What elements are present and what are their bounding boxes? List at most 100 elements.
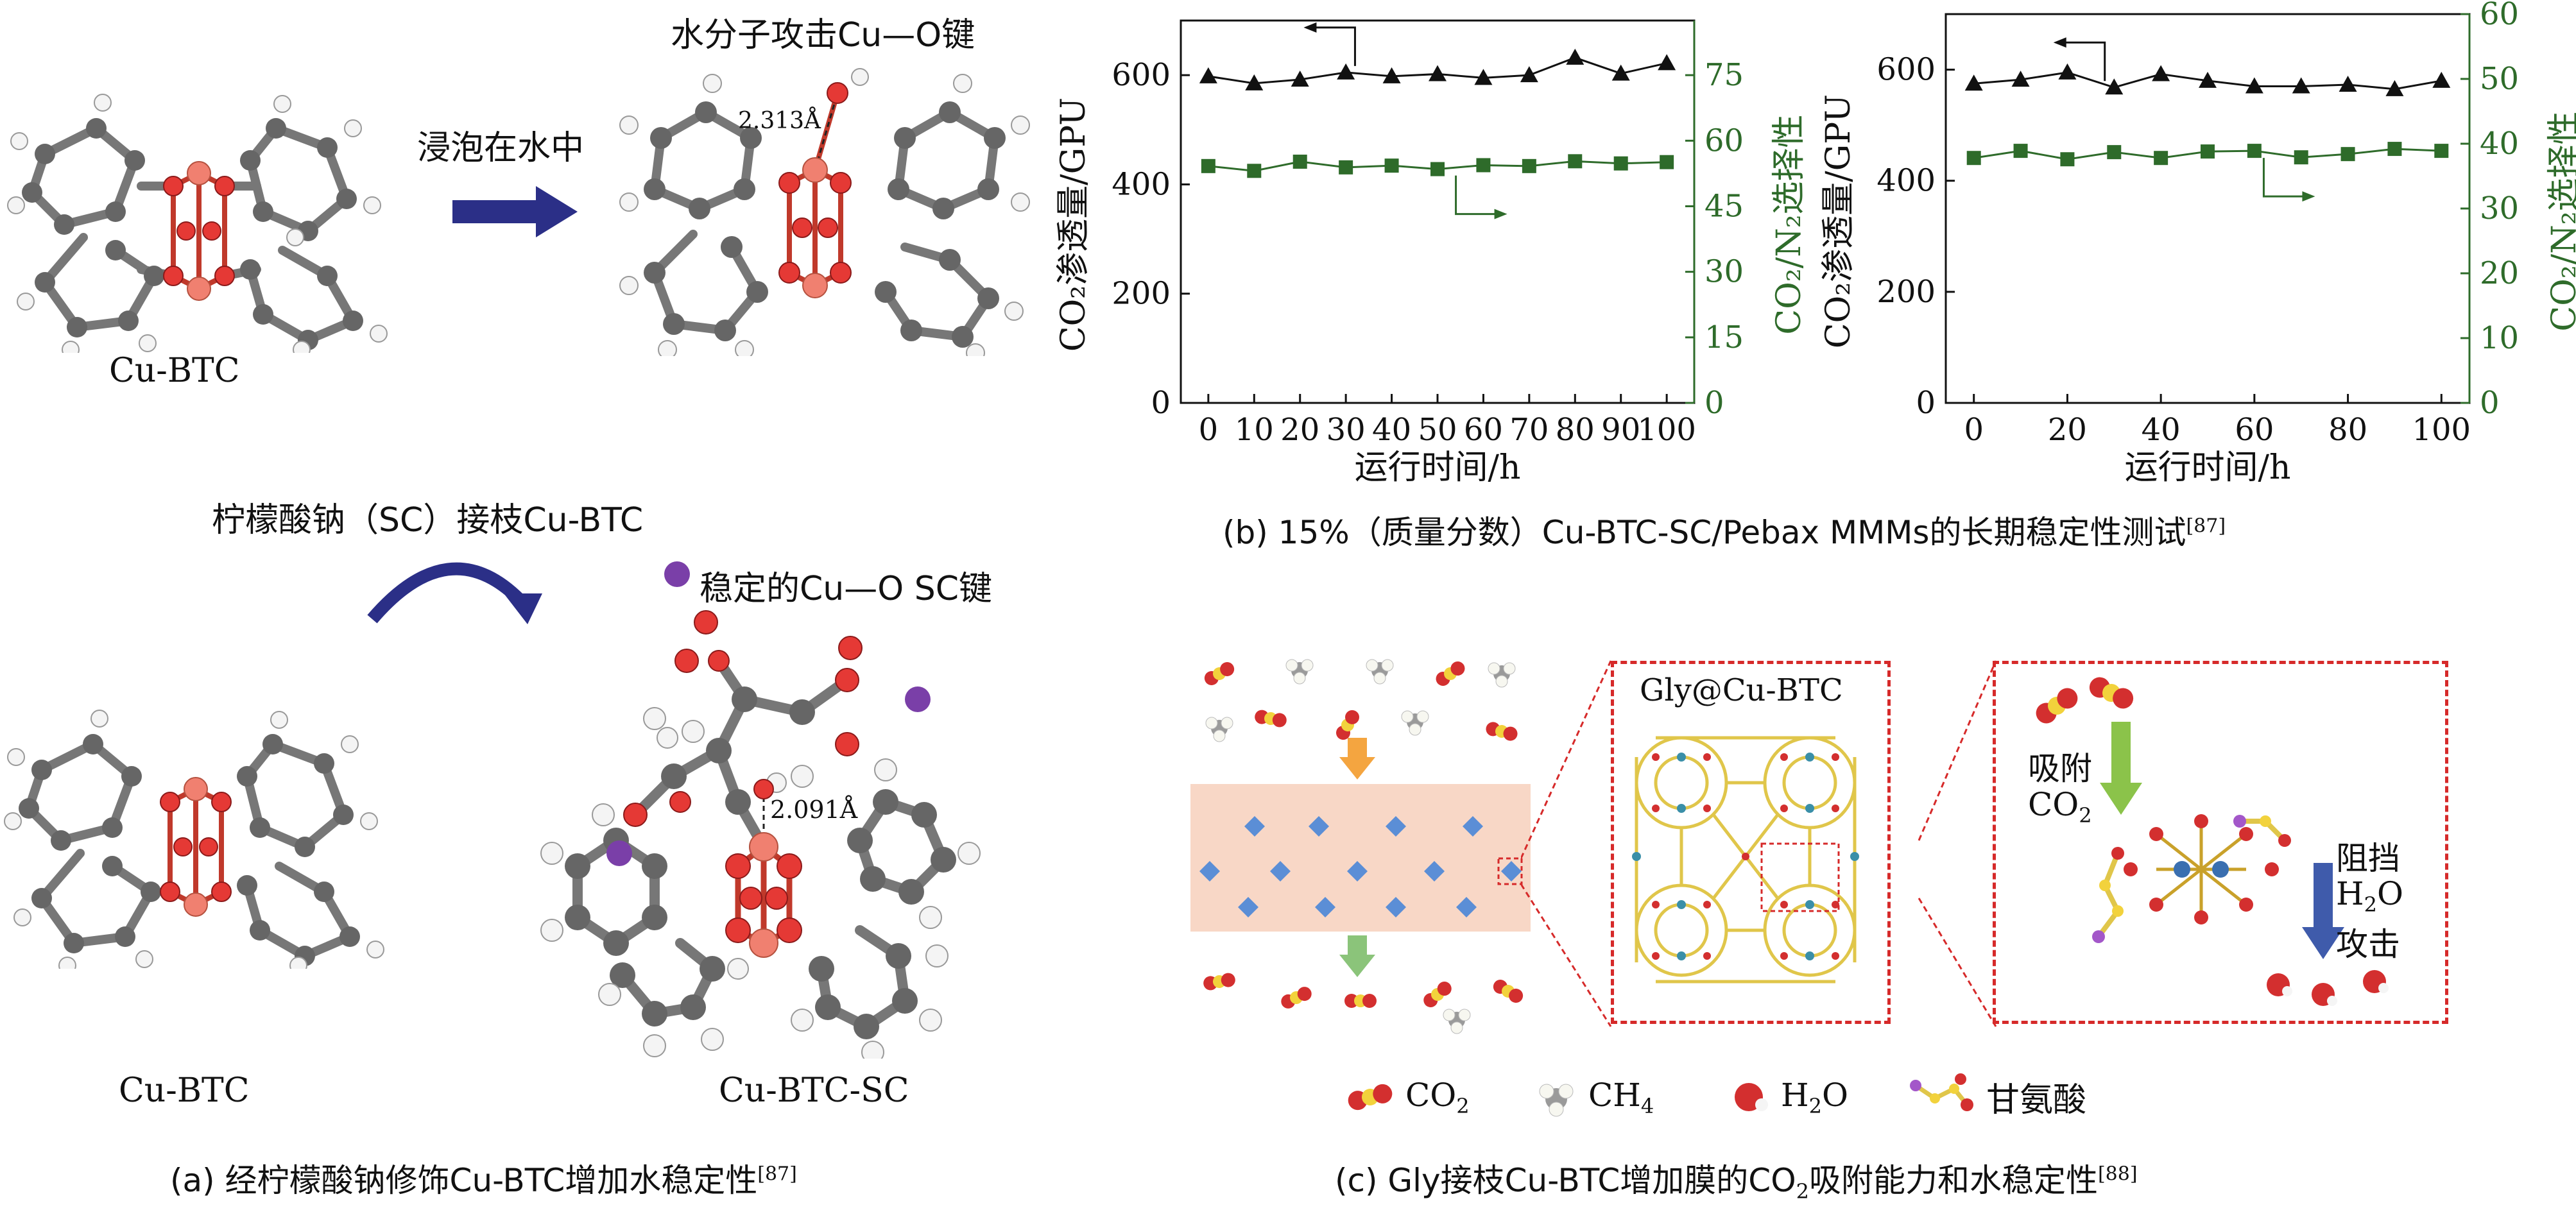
data-point-triangle (1337, 63, 1355, 80)
y-right-tick-label: 20 (2480, 255, 2519, 291)
right-axis-arrow (1455, 175, 1501, 216)
y-right-tick-label: 60 (2480, 0, 2519, 32)
data-point-triangle (1429, 65, 1447, 81)
y-left-tick-label: 200 (1112, 276, 1171, 312)
legend-co2: CO2 (1405, 1077, 1470, 1118)
x-tick-label: 20 (1280, 412, 1319, 448)
x-tick-label: 70 (1509, 412, 1549, 448)
label-cu-btc-bottom: Cu-BTC (119, 1071, 250, 1110)
y-right-axis-label: CO₂/N₂选择性 (1770, 114, 1808, 334)
chart-2: 0 20 40 60 80 10002004006000102030405060运行时间/… (1819, 0, 2576, 487)
data-point-triangle (2152, 65, 2170, 81)
data-point-triangle (1611, 64, 1630, 81)
data-point-square (1292, 155, 1307, 169)
y-left-tick-label: 0 (1916, 385, 1936, 421)
legend-ch4-icon (1539, 1084, 1574, 1117)
x-tick-label: 60 (2235, 412, 2274, 448)
y-left-tick-label: 200 (1876, 274, 1936, 310)
data-point-square (1430, 162, 1445, 176)
chart-1: 0 10 20 30 40 50 60 70 80 90100020040060001530456… (1054, 19, 1808, 487)
cu-btc-water-molecule (619, 68, 1030, 356)
data-point-triangle (1291, 70, 1309, 87)
block-arrow-icon (2302, 863, 2344, 959)
adsorb-label: 吸附 (2028, 750, 2092, 787)
x-tick-label: 0 (1199, 412, 1219, 448)
x-tick-label: 80 (1556, 412, 1595, 448)
framework-box (1611, 661, 1891, 1024)
graft-text: 柠檬酸钠（SC）接枝Cu-BTC (212, 501, 644, 540)
y-right-tick-label: 10 (2480, 320, 2519, 356)
bond-length-top: 2.313Å (738, 108, 821, 134)
y-left-axis-label: CO₂渗透量/GPU (1819, 94, 1858, 348)
data-point-triangle (2245, 77, 2263, 94)
data-point-triangle (2011, 71, 2030, 87)
y-left-axis-label: CO₂渗透量/GPU (1054, 98, 1093, 352)
panel-b-charts: 0 10 20 30 40 50 60 70 80 90100020040060001530456… (1054, 0, 2576, 487)
data-point-triangle (1382, 67, 1401, 83)
sc-bond-legend-dot (664, 561, 690, 587)
cu-btc-sc-molecule (540, 610, 981, 1059)
sc-bond-legend-text: 稳定的Cu—O SC键 (700, 570, 993, 608)
data-point-triangle (2105, 78, 2124, 95)
h2o-molecules (2267, 970, 2389, 1006)
data-point-square (2434, 144, 2449, 158)
cu-btc-molecule-top (7, 94, 388, 353)
membrane-fillers (1199, 816, 1523, 917)
y-right-tick-label: 75 (1704, 57, 1744, 93)
data-point-triangle (2199, 71, 2217, 88)
bond-length-bottom: 2.091Å (770, 796, 858, 824)
data-point-square (1660, 155, 1674, 169)
data-point-triangle (1199, 67, 1217, 83)
permeate-arrow-icon (1339, 935, 1375, 977)
x-tick-label: 100 (1637, 412, 1696, 448)
data-point-square (2060, 152, 2075, 167)
y-right-tick-label: 45 (1704, 188, 1744, 224)
data-point-triangle (1474, 69, 1493, 85)
caption-c: (c) Gly接枝Cu-BTC增加膜的CO2吸附能力和水稳定性[88] (1335, 1162, 2138, 1204)
right-axis-arrowhead (1494, 209, 1507, 219)
data-point-square (2154, 151, 2168, 166)
x-tick-label: 90 (1601, 412, 1640, 448)
gas-molecules (1203, 659, 1524, 1034)
x-axis-label: 运行时间/h (1354, 448, 1520, 487)
soak-in-water-text: 浸泡在水中 (417, 129, 585, 167)
zoom-lines (1521, 660, 1997, 1027)
y-right-axis-label: CO₂/N₂选择性 (2545, 111, 2576, 331)
legend-gly-icon (1910, 1073, 1973, 1111)
data-point-triangle (1658, 54, 1676, 71)
data-point-square (2201, 144, 2215, 159)
data-point-square (1476, 158, 1491, 173)
left-axis-arrow (2059, 41, 2106, 81)
x-tick-label: 40 (2142, 412, 2181, 448)
cu-btc-molecule-bottom (4, 710, 384, 969)
data-point-triangle (2058, 63, 2077, 80)
adsorb-gas-label: CO2 (2028, 786, 2092, 828)
caption-b: (b) 15%（质量分数）Cu-BTC-SC/Pebax MMMs的长期稳定性测… (1223, 514, 2226, 551)
data-point-square (2387, 142, 2402, 157)
framework-structure (1632, 736, 1859, 984)
y-left-tick-label: 400 (1112, 166, 1171, 202)
block-attack-label: 攻击 (2336, 926, 2400, 963)
y-right-tick-label: 50 (2480, 61, 2519, 97)
y-left-tick-label: 600 (1876, 52, 1936, 88)
block-label: 阻挡 (2336, 840, 2400, 877)
y-right-tick-label: 40 (2480, 126, 2519, 162)
zoom-box (1993, 661, 2448, 1024)
data-point-triangle (2292, 77, 2310, 94)
data-point-square (2340, 147, 2355, 162)
left-axis-arrowhead (1303, 22, 1317, 33)
feed-arrow-icon (1339, 738, 1375, 780)
data-point-triangle (2385, 80, 2404, 96)
x-tick-label: 30 (1327, 412, 1366, 448)
data-point-square (2107, 145, 2122, 160)
caption-a: (a) 经柠檬酸钠修饰Cu-BTC增加水稳定性[87] (170, 1162, 797, 1199)
block-h2o-label: H2O (2336, 875, 2403, 917)
data-point-square (1339, 160, 1353, 175)
x-tick-label: 60 (1464, 412, 1503, 448)
data-point-square (1384, 158, 1399, 173)
data-point-triangle (1964, 74, 1983, 91)
x-tick-label: 50 (1418, 412, 1457, 448)
x-tick-label: 20 (2048, 412, 2087, 448)
co2-molecules (1203, 661, 1524, 1009)
y-left-tick-label: 0 (1151, 385, 1171, 421)
